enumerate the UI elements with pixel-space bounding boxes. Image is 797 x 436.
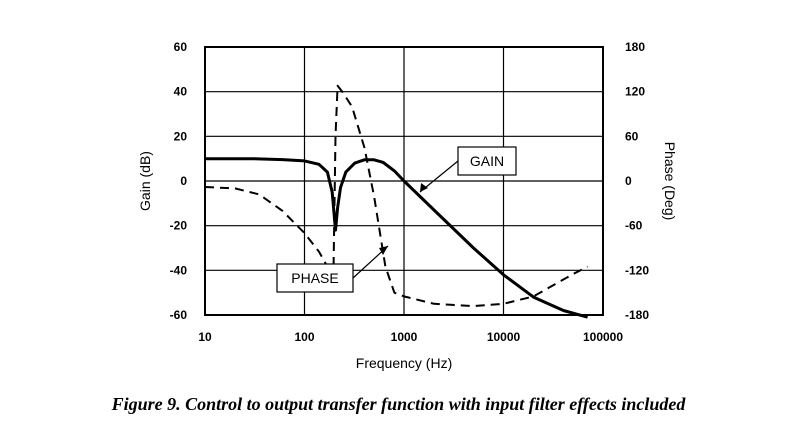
x-tick-label: 100000	[583, 330, 623, 344]
y-left-tick-label: 20	[174, 129, 188, 143]
y-right-tick-label: -180	[625, 308, 649, 322]
transfer-function-chart: 10 100 1000 10000 100000 60 40 20 0 -20 -40 -60 180 1…	[137, 40, 678, 371]
phase-callout-label: PHASE	[291, 270, 338, 286]
phase-callout-box	[276, 263, 354, 293]
series-line-phase	[204, 84, 589, 308]
figure-caption: Figure 9. Control to output transfer fun…	[111, 394, 686, 414]
y-left-tick-label: -60	[170, 308, 188, 322]
x-axis-label: Frequency (Hz)	[356, 355, 452, 371]
y-right-tick-label: -120	[625, 263, 649, 277]
x-tick-label: 10	[198, 330, 212, 344]
gain-callout-box	[457, 146, 517, 176]
y-left-tick-label: -40	[170, 263, 188, 277]
callouts: GAIN PHASE	[276, 146, 517, 293]
y-right-tick-label: 120	[625, 85, 645, 99]
y-left-tick-label: 40	[174, 85, 188, 99]
y-right-tick-label: 60	[625, 129, 639, 143]
y-left-tick-label: 0	[180, 174, 187, 188]
x-tick-label: 1000	[391, 330, 418, 344]
gain-callout-label: GAIN	[470, 153, 504, 169]
y-right-tick-label: 180	[625, 40, 645, 54]
series-layer	[204, 84, 589, 319]
y-right-tick-label: 0	[625, 174, 632, 188]
x-tick-label: 10000	[487, 330, 521, 344]
y-axis-left-label: Gain (dB)	[137, 151, 153, 211]
y-right-tick-label: -60	[625, 219, 643, 233]
phase-callout-arrowhead	[379, 246, 388, 255]
x-tick-label: 100	[294, 330, 314, 344]
series-line-gain	[205, 157, 589, 319]
gain-callout-arrowhead	[420, 183, 428, 192]
y-left-tick-label: 60	[174, 40, 188, 54]
y-left-tick-label: -20	[170, 219, 188, 233]
y-axis-right-label: Phase (Deg)	[662, 142, 678, 221]
ticks: 10 100 1000 10000 100000 60 40 20 0 -20 -40 -60 180 1…	[170, 40, 650, 344]
